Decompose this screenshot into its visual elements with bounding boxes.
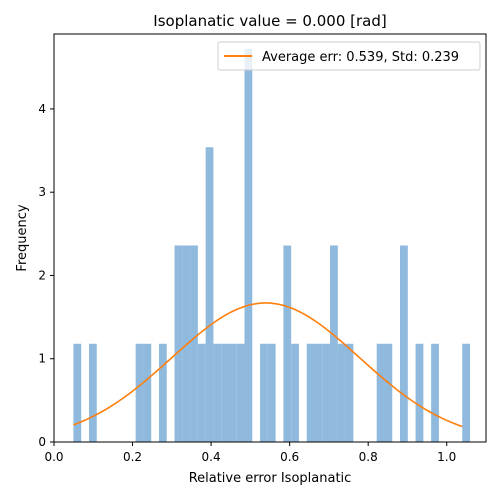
bars-layer: [73, 48, 471, 443]
plot-frame: [53, 33, 487, 443]
histogram-bar: [306, 343, 315, 442]
legend-label: Average err: 0.539, Std: 0.239: [262, 50, 459, 65]
histogram-bar: [462, 343, 471, 442]
histogram-bar: [314, 343, 323, 442]
histogram-bar: [143, 343, 152, 442]
fit-curve-line: [73, 302, 463, 428]
histogram-bar: [174, 245, 183, 442]
y-tick-label: 3: [38, 185, 46, 199]
histogram-bar: [260, 343, 268, 442]
x-tick-label: 0.2: [123, 450, 142, 464]
histogram-bar: [244, 48, 253, 443]
histogram-bar: [190, 245, 198, 442]
x-tick-label: 0.8: [359, 450, 378, 464]
histogram-bar: [345, 343, 354, 442]
x-tick-label: 0.4: [202, 450, 221, 464]
curve-layer: [73, 302, 463, 428]
histogram-bar: [205, 147, 214, 443]
legend-box: [217, 41, 481, 71]
histogram-bar: [376, 343, 385, 442]
x-tick-label: 0.0: [44, 450, 63, 464]
histogram-bar: [221, 343, 229, 442]
histogram-bar: [400, 245, 408, 442]
histogram-bar: [384, 343, 393, 442]
histogram-bar: [431, 343, 439, 442]
y-tick-label: 0: [38, 435, 46, 449]
x-tick-label: 1.0: [437, 450, 456, 464]
chart-title: Isoplanatic value = 0.000 [rad]: [153, 12, 386, 30]
histogram-bar: [182, 245, 191, 442]
histogram-bar: [73, 343, 82, 442]
histogram-bar: [158, 343, 167, 442]
y-tick-label: 1: [38, 352, 46, 366]
x-tick-label: 0.6: [280, 450, 299, 464]
histogram-bar: [197, 343, 206, 442]
histogram-bar: [88, 343, 97, 442]
y-tick-label: 4: [38, 102, 46, 116]
histogram-bar: [236, 343, 245, 442]
x-axis-label: Relative error Isoplanatic: [189, 471, 352, 486]
histogram-bar: [415, 343, 424, 442]
histogram-bar: [322, 343, 331, 442]
y-axis-label: Frequency: [15, 204, 30, 271]
y-tick-label: 2: [38, 268, 46, 282]
histogram-bar: [135, 343, 144, 442]
histogram-bar: [267, 343, 276, 442]
histogram-bar: [283, 245, 292, 442]
histogram-bar: [330, 245, 338, 442]
x-ticks: 0.0 0.2 0.4 0.6 0.8 1.0: [44, 442, 456, 464]
y-ticks: 0 1 2 3 4: [38, 102, 54, 449]
histogram-bar: [213, 343, 222, 442]
legend: Average err: 0.539, Std: 0.239: [217, 41, 481, 71]
histogram-bar: [228, 343, 237, 442]
histogram-bar: [291, 343, 299, 442]
histogram-bar: [337, 343, 346, 442]
